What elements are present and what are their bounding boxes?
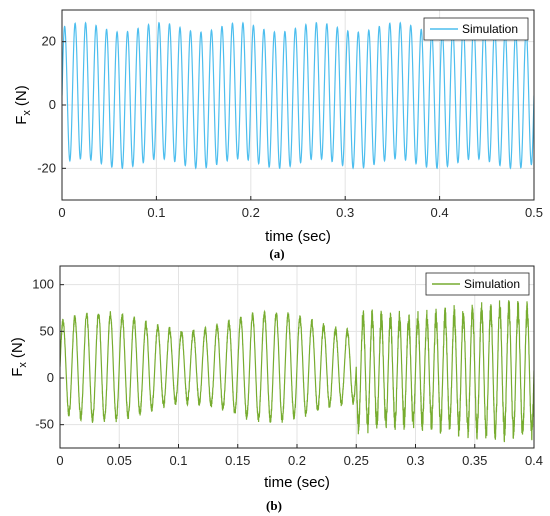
x-axis-label-b: time (sec): [264, 474, 330, 491]
legend-label-b: Simulation: [464, 277, 520, 291]
x-axis-label-a: time (sec): [265, 228, 331, 245]
y-tick-label: -20: [37, 160, 56, 175]
series-line: [62, 21, 534, 170]
x-tick-label: 0.4: [525, 453, 543, 468]
series-line: [60, 300, 534, 443]
x-tick-label: 0: [58, 205, 65, 220]
series-simulation-a: [62, 21, 534, 170]
y-axis-label-b-sub: x: [17, 362, 29, 368]
x-tick-label: 0.15: [225, 453, 250, 468]
chart-panel-b: 0 0.05 0.1 0.15 0.2 0.25 0.3 0.35 0.4 -50 0 50 100 t…: [9, 265, 543, 513]
x-tick-label: 0.25: [344, 453, 369, 468]
y-tick-label: 100: [32, 277, 54, 292]
legend-a: Simulation: [423, 17, 529, 41]
legend-label-a: Simulation: [462, 22, 518, 36]
y-tick-label: 0: [49, 97, 56, 112]
y-axis-label-a: Fx (N): [13, 85, 33, 125]
y-axis-label-a-sub: x: [21, 110, 33, 116]
x-tick-label: 0.1: [169, 453, 187, 468]
y-axis-label-b: Fx (N): [9, 337, 29, 377]
legend-b: Simulation: [425, 272, 530, 296]
x-tick-label: 0.1: [147, 205, 165, 220]
y-axis-label-b-main: F: [9, 368, 26, 377]
x-tick-label: 0.4: [431, 205, 449, 220]
x-tick-label: 0.5: [525, 205, 543, 220]
ticks-b: 0 0.05 0.1 0.15 0.2 0.25 0.3 0.35 0.4 -50 0 50 100: [32, 277, 543, 468]
x-tick-label: 0.3: [406, 453, 424, 468]
x-tick-label: 0.2: [242, 205, 260, 220]
caption-b: (b): [266, 498, 282, 513]
y-axis-label-b-unit: (N): [9, 337, 26, 358]
x-tick-label: 0.2: [288, 453, 306, 468]
ticks-a: 0 0.1 0.2 0.3 0.4 0.5 -20 0 20: [37, 34, 543, 220]
x-tick-label: 0.3: [336, 205, 354, 220]
x-tick-label: 0.35: [462, 453, 487, 468]
y-tick-label: 0: [47, 370, 54, 385]
y-tick-label: 20: [42, 34, 56, 49]
svg-text:Fx(N): Fx (N): [13, 85, 33, 125]
svg-text:Fx(N): Fx (N): [9, 337, 29, 377]
y-tick-label: 50: [40, 323, 54, 338]
x-tick-label: 0: [56, 453, 63, 468]
y-tick-label: -50: [35, 417, 54, 432]
x-tick-label: 0.05: [107, 453, 132, 468]
caption-a: (a): [269, 246, 284, 261]
y-axis-label-a-main: F: [13, 116, 30, 125]
y-axis-label-a-unit: (N): [13, 85, 30, 106]
series-simulation-b: [60, 300, 534, 443]
